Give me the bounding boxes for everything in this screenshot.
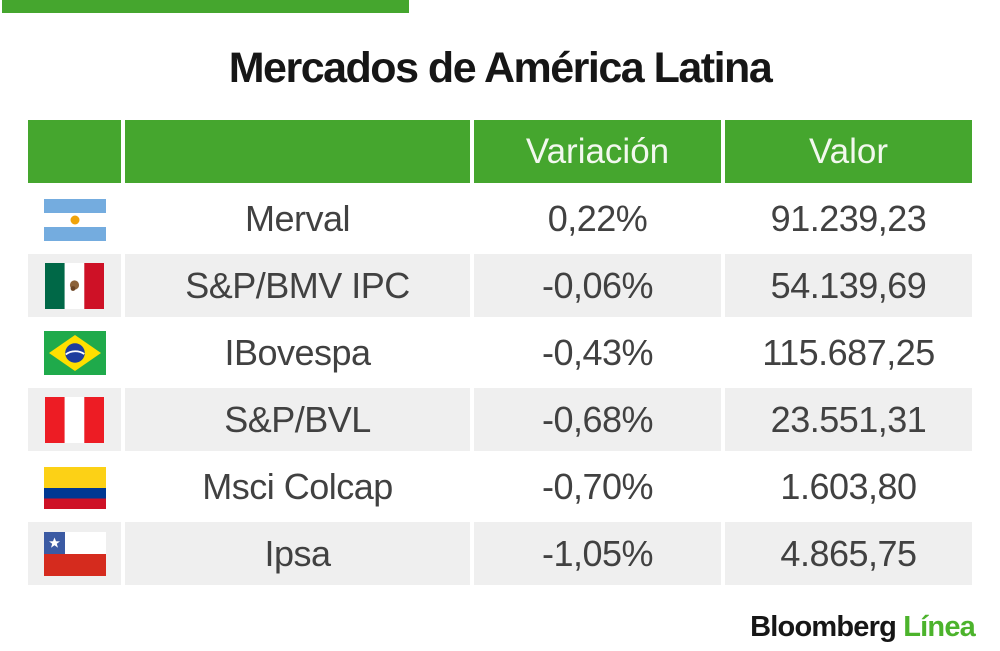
table-row: IBovespa -0,43% 115.687,25 xyxy=(28,321,972,384)
brazil-flag-icon xyxy=(43,331,106,376)
bloomberg-linea-logo: Bloomberg Línea xyxy=(750,611,976,644)
flag-cell xyxy=(28,321,121,384)
index-variation: -1,05% xyxy=(474,522,721,585)
index-variation: -0,06% xyxy=(474,254,721,317)
index-name: Msci Colcap xyxy=(125,455,470,518)
chile-flag-icon xyxy=(43,532,106,577)
flag-cell xyxy=(28,522,121,585)
index-value: 23.551,31 xyxy=(725,388,972,451)
index-variation: 0,22% xyxy=(474,187,721,250)
table-row: Msci Colcap -0,70% 1.603,80 xyxy=(28,455,972,518)
top-accent-bar xyxy=(2,0,409,13)
flag-cell xyxy=(28,254,121,317)
logo-bloomberg-text: Bloomberg xyxy=(750,611,897,643)
peru-flag-icon xyxy=(45,396,104,443)
header-value-cell: Valor xyxy=(725,120,972,183)
index-value: 115.687,25 xyxy=(725,321,972,384)
index-variation: -0,68% xyxy=(474,388,721,451)
table-header-row: Variación Valor xyxy=(28,120,972,183)
index-value: 4.865,75 xyxy=(725,522,972,585)
markets-table: Variación Valor Merval 0,22% 91.239,23 xyxy=(24,116,976,589)
table-row: Ipsa -1,05% 4.865,75 xyxy=(28,522,972,585)
argentina-flag-icon xyxy=(43,198,106,241)
index-variation: -0,70% xyxy=(474,455,721,518)
colombia-flag-icon xyxy=(43,466,106,509)
index-value: 54.139,69 xyxy=(725,254,972,317)
table-row: Merval 0,22% 91.239,23 xyxy=(28,187,972,250)
table-row: S&P/BVL -0,68% 23.551,31 xyxy=(28,388,972,451)
index-name: S&P/BVL xyxy=(125,388,470,451)
header-flag-cell xyxy=(28,120,121,183)
header-variation-cell: Variación xyxy=(474,120,721,183)
index-name: S&P/BMV IPC xyxy=(125,254,470,317)
header-name-cell xyxy=(125,120,470,183)
flag-cell xyxy=(28,187,121,250)
mexico-flag-icon xyxy=(45,262,104,309)
page-title: Mercados de América Latina xyxy=(228,44,773,92)
index-variation: -0,43% xyxy=(474,321,721,384)
flag-cell xyxy=(28,388,121,451)
index-name: Ipsa xyxy=(125,522,470,585)
logo-linea-text: Línea xyxy=(896,611,976,643)
index-name: Merval xyxy=(125,187,470,250)
table-row: S&P/BMV IPC -0,06% 54.139,69 xyxy=(28,254,972,317)
index-value: 1.603,80 xyxy=(725,455,972,518)
index-name: IBovespa xyxy=(125,321,470,384)
index-value: 91.239,23 xyxy=(725,187,972,250)
flag-cell xyxy=(28,455,121,518)
